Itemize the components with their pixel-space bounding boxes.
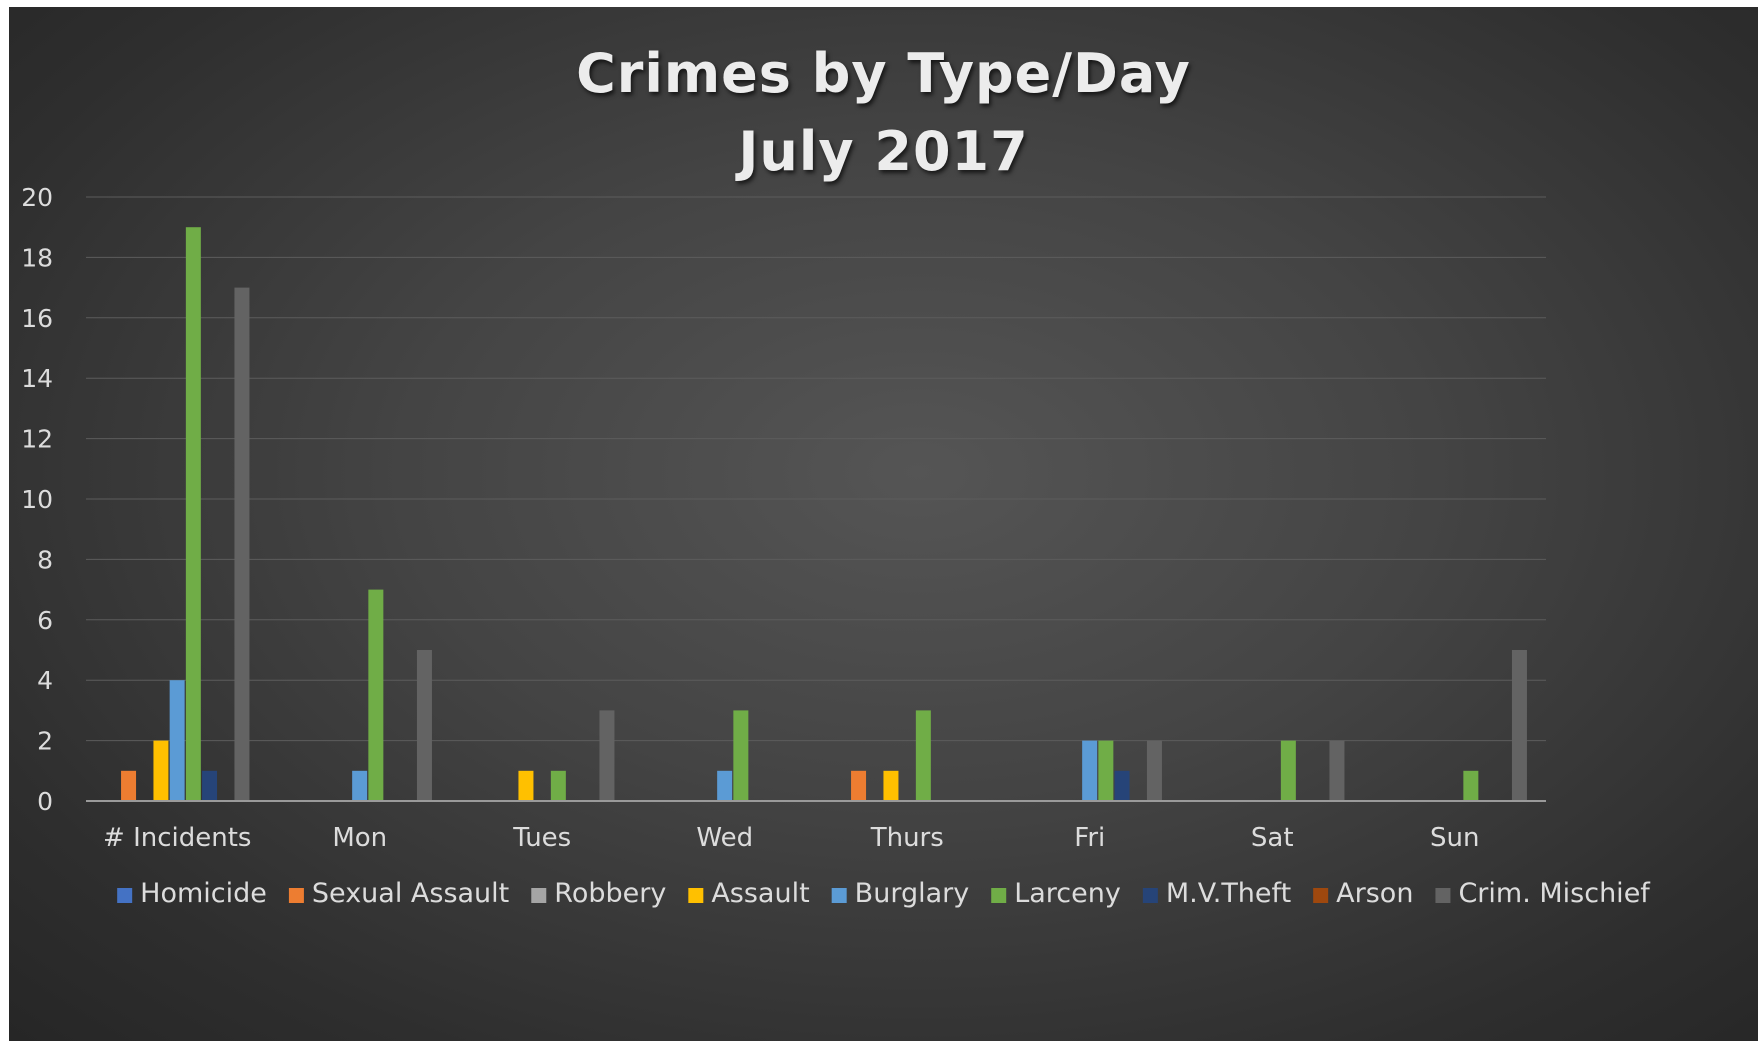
legend-label: Burglary bbox=[855, 878, 970, 909]
chart-frame: Crimes by Type/Day July 2017 0 2 4 6 8 10 12 14… bbox=[9, 7, 1758, 1041]
chart-title-line-1: Crimes by Type/Day bbox=[576, 42, 1191, 105]
y-axis-ticks: 0 2 4 6 8 10 12 14 16 18 20 bbox=[21, 183, 53, 816]
x-category-label: Mon bbox=[332, 823, 387, 853]
legend-item: Crim. Mischief bbox=[1435, 878, 1651, 909]
bar bbox=[915, 710, 931, 801]
bar bbox=[550, 770, 566, 801]
bar bbox=[1280, 740, 1296, 801]
gridlines bbox=[86, 196, 1546, 742]
y-tick-label: 16 bbox=[21, 304, 53, 333]
bar bbox=[883, 770, 899, 801]
bar bbox=[1146, 740, 1162, 801]
legend-label: Larceny bbox=[1014, 878, 1121, 909]
chart-title-line-2: July 2017 bbox=[738, 120, 1029, 183]
legend-item: M.V.Theft bbox=[1142, 878, 1291, 909]
legend-item: Assault bbox=[688, 878, 810, 909]
y-tick-label: 4 bbox=[37, 666, 53, 695]
y-tick-label: 0 bbox=[37, 787, 53, 816]
legend-label: M.V.Theft bbox=[1166, 878, 1291, 909]
legend-item: Homicide bbox=[117, 878, 267, 909]
y-tick-label: 10 bbox=[21, 485, 53, 514]
bar bbox=[416, 650, 432, 801]
bar bbox=[153, 740, 169, 801]
legend-swatch bbox=[1435, 888, 1451, 903]
y-tick-label: 18 bbox=[21, 243, 53, 272]
bar bbox=[733, 710, 749, 801]
legend-item: Arson bbox=[1313, 878, 1413, 909]
y-tick-label: 2 bbox=[37, 727, 53, 756]
legend-swatch bbox=[1142, 888, 1158, 903]
legend-swatch bbox=[831, 888, 847, 903]
y-tick-label: 8 bbox=[37, 545, 53, 574]
x-axis-categories: # Incidents Mon Tues Wed Thurs Fri Sat Sun bbox=[103, 823, 1479, 853]
bar bbox=[1329, 740, 1345, 801]
bar bbox=[1511, 650, 1527, 801]
legend-item: Sexual Assault bbox=[288, 878, 509, 909]
legend-label: Crim. Mischief bbox=[1458, 878, 1651, 909]
bar bbox=[352, 770, 368, 801]
legend-swatch bbox=[1313, 888, 1329, 903]
y-tick-label: 20 bbox=[21, 183, 53, 212]
legend-label: Sexual Assault bbox=[312, 878, 509, 909]
chart-title: Crimes by Type/Day July 2017 bbox=[9, 35, 1758, 191]
legend-item: Larceny bbox=[991, 878, 1121, 909]
x-category-label: Tues bbox=[512, 823, 571, 853]
x-category-label: Sat bbox=[1251, 823, 1294, 853]
x-category-label: Wed bbox=[696, 823, 753, 853]
y-tick-label: 12 bbox=[21, 425, 53, 454]
legend-swatch bbox=[991, 888, 1007, 903]
x-category-label: Sun bbox=[1430, 823, 1479, 853]
legend-swatch bbox=[117, 888, 133, 903]
legend-label: Assault bbox=[711, 878, 809, 909]
bar bbox=[1082, 740, 1098, 801]
y-tick-label: 14 bbox=[21, 364, 53, 393]
bar bbox=[1098, 740, 1114, 801]
y-tick-label: 6 bbox=[37, 606, 53, 635]
legend-swatch bbox=[531, 888, 547, 903]
bars bbox=[121, 227, 1527, 802]
bar bbox=[1463, 770, 1479, 801]
bar bbox=[599, 710, 615, 801]
legend-item: Robbery bbox=[531, 878, 666, 909]
legend-swatch bbox=[288, 888, 304, 903]
legend: Homicide Sexual Assault Robbery Assault Burg… bbox=[117, 878, 1651, 909]
bar bbox=[518, 770, 534, 801]
legend-label: Homicide bbox=[140, 878, 267, 909]
bar bbox=[185, 227, 201, 801]
bar bbox=[234, 287, 250, 802]
legend-swatch bbox=[688, 888, 704, 903]
bar bbox=[851, 770, 867, 801]
bar bbox=[121, 770, 137, 801]
bar bbox=[368, 589, 384, 801]
x-category-label: Fri bbox=[1074, 823, 1105, 853]
x-category-label: # Incidents bbox=[103, 823, 251, 853]
x-category-label: Thurs bbox=[870, 823, 944, 853]
legend-item: Burglary bbox=[831, 878, 970, 909]
bar bbox=[202, 770, 218, 801]
bar bbox=[1114, 770, 1130, 801]
bar bbox=[169, 680, 185, 801]
legend-label: Arson bbox=[1336, 878, 1413, 909]
plot-area: 0 2 4 6 8 10 12 14 16 18 20 # Incidents Mon Tues Wed T… bbox=[21, 183, 1651, 909]
bar bbox=[717, 770, 733, 801]
legend-label: Robbery bbox=[554, 878, 666, 909]
